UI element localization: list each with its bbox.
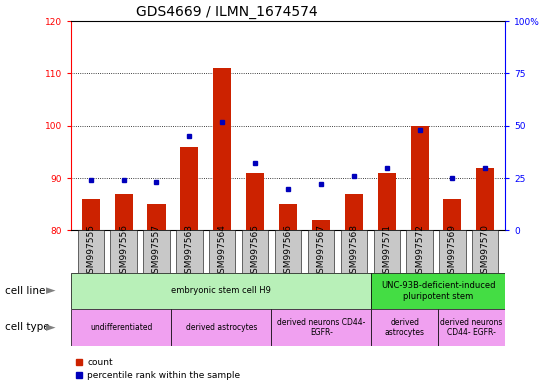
Text: GDS4669 / ILMN_1674574: GDS4669 / ILMN_1674574 xyxy=(136,5,318,19)
Bar xyxy=(345,194,363,230)
Bar xyxy=(213,68,232,230)
FancyBboxPatch shape xyxy=(371,273,505,309)
FancyBboxPatch shape xyxy=(209,230,235,273)
Text: GSM997568: GSM997568 xyxy=(349,224,358,279)
FancyBboxPatch shape xyxy=(176,230,203,273)
FancyBboxPatch shape xyxy=(110,230,136,273)
Bar xyxy=(279,204,297,230)
Text: GSM997563: GSM997563 xyxy=(185,224,194,279)
Bar xyxy=(82,199,100,230)
FancyBboxPatch shape xyxy=(242,230,268,273)
Bar xyxy=(147,204,165,230)
Text: derived
astrocytes: derived astrocytes xyxy=(385,318,425,337)
Text: cell line: cell line xyxy=(5,286,46,296)
FancyBboxPatch shape xyxy=(406,230,433,273)
FancyBboxPatch shape xyxy=(143,230,170,273)
Text: GSM997569: GSM997569 xyxy=(448,224,457,279)
Text: derived neurons CD44-
EGFR-: derived neurons CD44- EGFR- xyxy=(277,318,366,337)
Text: GSM997564: GSM997564 xyxy=(218,224,227,279)
Bar xyxy=(180,147,198,230)
Bar xyxy=(411,126,429,230)
FancyBboxPatch shape xyxy=(440,230,466,273)
FancyBboxPatch shape xyxy=(171,309,271,346)
Text: cell type: cell type xyxy=(5,322,50,333)
Text: ►: ► xyxy=(46,285,56,297)
Text: ►: ► xyxy=(46,321,56,334)
Text: embryonic stem cell H9: embryonic stem cell H9 xyxy=(171,286,271,295)
Text: GSM997567: GSM997567 xyxy=(316,224,325,279)
Text: GSM997555: GSM997555 xyxy=(86,224,95,279)
FancyBboxPatch shape xyxy=(371,309,438,346)
FancyBboxPatch shape xyxy=(71,309,171,346)
Text: GSM997565: GSM997565 xyxy=(251,224,260,279)
FancyBboxPatch shape xyxy=(78,230,104,273)
FancyBboxPatch shape xyxy=(341,230,367,273)
Text: UNC-93B-deficient-induced
pluripotent stem: UNC-93B-deficient-induced pluripotent st… xyxy=(381,281,496,301)
Text: GSM997557: GSM997557 xyxy=(152,224,161,279)
Text: GSM997556: GSM997556 xyxy=(119,224,128,279)
Legend: count, percentile rank within the sample: count, percentile rank within the sample xyxy=(75,358,240,380)
FancyBboxPatch shape xyxy=(373,230,400,273)
Bar xyxy=(378,173,396,230)
Text: undifferentiated: undifferentiated xyxy=(90,323,152,332)
FancyBboxPatch shape xyxy=(275,230,301,273)
FancyBboxPatch shape xyxy=(308,230,334,273)
FancyBboxPatch shape xyxy=(438,309,505,346)
Text: GSM997570: GSM997570 xyxy=(481,224,490,279)
Bar xyxy=(476,167,494,230)
Text: derived astrocytes: derived astrocytes xyxy=(186,323,257,332)
Text: GSM997571: GSM997571 xyxy=(382,224,391,279)
FancyBboxPatch shape xyxy=(271,309,371,346)
Bar xyxy=(312,220,330,230)
FancyBboxPatch shape xyxy=(71,273,371,309)
Bar xyxy=(246,173,264,230)
Text: GSM997566: GSM997566 xyxy=(283,224,293,279)
Bar xyxy=(443,199,461,230)
Bar xyxy=(115,194,133,230)
FancyBboxPatch shape xyxy=(472,230,498,273)
Text: GSM997572: GSM997572 xyxy=(415,224,424,279)
Text: derived neurons
CD44- EGFR-: derived neurons CD44- EGFR- xyxy=(441,318,503,337)
